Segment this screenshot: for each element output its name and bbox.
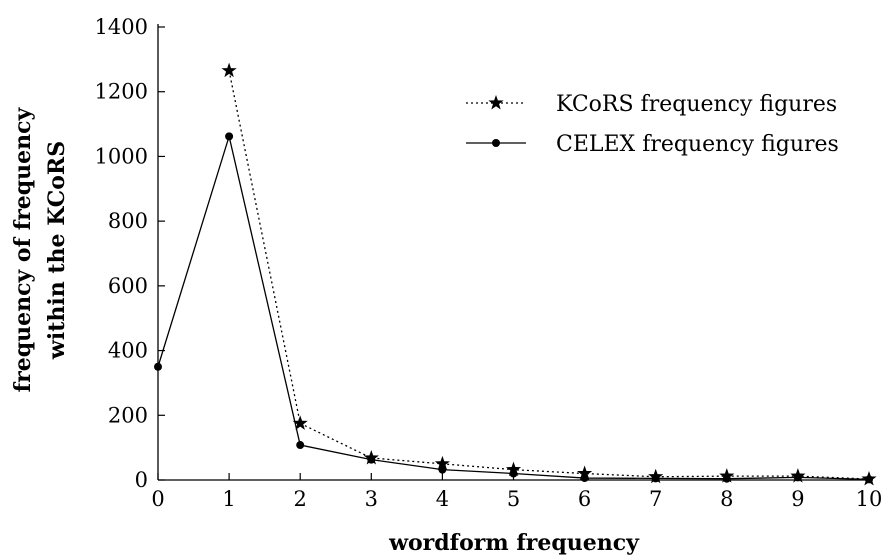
x-tick-label: 8 — [720, 487, 733, 511]
x-tick-label: 1 — [222, 487, 235, 511]
data-point-star — [505, 461, 522, 477]
y-axis-label: frequency of frequency within the KCoRS — [10, 106, 70, 392]
legend-label-celex: CELEX frequency figures — [556, 132, 839, 157]
legend: KCoRS frequency figures CELEX frequency … — [466, 92, 839, 157]
y-tick-label: 600 — [108, 274, 148, 298]
data-point-dot — [225, 132, 234, 141]
series-line — [228, 70, 870, 480]
x-tick-label: 2 — [294, 487, 307, 511]
data-point-dot — [509, 469, 518, 478]
legend-entry-celex: CELEX frequency figures — [466, 132, 839, 157]
y-tick-label: 400 — [108, 339, 148, 363]
data-point-dot — [651, 474, 660, 483]
x-tick-label: 4 — [436, 487, 449, 511]
data-point-star — [434, 455, 451, 471]
x-tick-label: 6 — [578, 487, 591, 511]
y-axis-label-line-1: frequency of frequency — [10, 106, 36, 392]
series-kcors — [221, 62, 877, 486]
legend-entry-kcors: KCoRS frequency figures — [466, 92, 837, 117]
x-axis-label: wordform frequency — [388, 530, 640, 556]
y-tick-label: 1000 — [95, 144, 148, 168]
y-tick-label: 800 — [108, 209, 148, 233]
data-point-dot — [793, 473, 802, 482]
y-tick-label: 200 — [108, 403, 148, 427]
data-point-dot — [367, 455, 376, 464]
data-point-star — [221, 62, 237, 78]
x-ticks: 0 1 2 3 4 5 6 7 8 9 10 — [151, 473, 882, 511]
legend-star-marker — [488, 95, 504, 110]
series-celex — [154, 132, 873, 484]
data-point-dot — [722, 474, 731, 483]
x-tick-label: 5 — [507, 487, 520, 511]
y-axis-label-line-2: within the KCoRS — [44, 141, 70, 360]
y-tick-label: 1400 — [95, 15, 148, 39]
data-point-dot — [296, 441, 305, 450]
y-tick-label: 0 — [135, 468, 148, 492]
legend-dot-marker — [492, 139, 500, 147]
x-tick-label: 10 — [856, 487, 883, 511]
data-point-dot — [865, 475, 873, 484]
series-layer — [154, 62, 877, 486]
x-tick-label: 0 — [151, 487, 164, 511]
legend-label-kcors: KCoRS frequency figures — [556, 92, 837, 117]
data-point-dot — [580, 474, 589, 483]
x-tick-label: 9 — [791, 487, 804, 511]
x-tick-label: 7 — [649, 487, 662, 511]
series-line — [157, 133, 870, 480]
y-ticks: 0 200 400 600 800 1000 1200 1400 — [95, 15, 165, 492]
data-point-star — [292, 415, 308, 430]
y-tick-label: 1200 — [95, 80, 148, 104]
data-point-dot — [154, 362, 162, 371]
x-tick-label: 3 — [365, 487, 378, 511]
data-point-star — [576, 465, 593, 480]
data-point-dot — [438, 465, 447, 474]
